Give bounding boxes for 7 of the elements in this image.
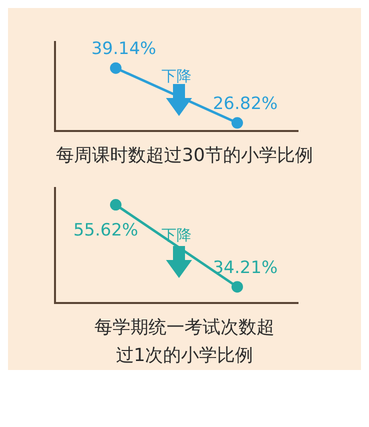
data-label: 55.62% [73, 220, 138, 241]
data-label: 34.21% [212, 258, 278, 278]
data-label: 26.82% [212, 94, 278, 114]
data-label: 39.14% [91, 39, 156, 59]
annotation: 下降 [162, 66, 192, 85]
text: 每周课时数超过30节的小学比例 [55, 144, 314, 168]
text: 每学期统一考试次数超过1次的小学比例 [94, 316, 274, 368]
